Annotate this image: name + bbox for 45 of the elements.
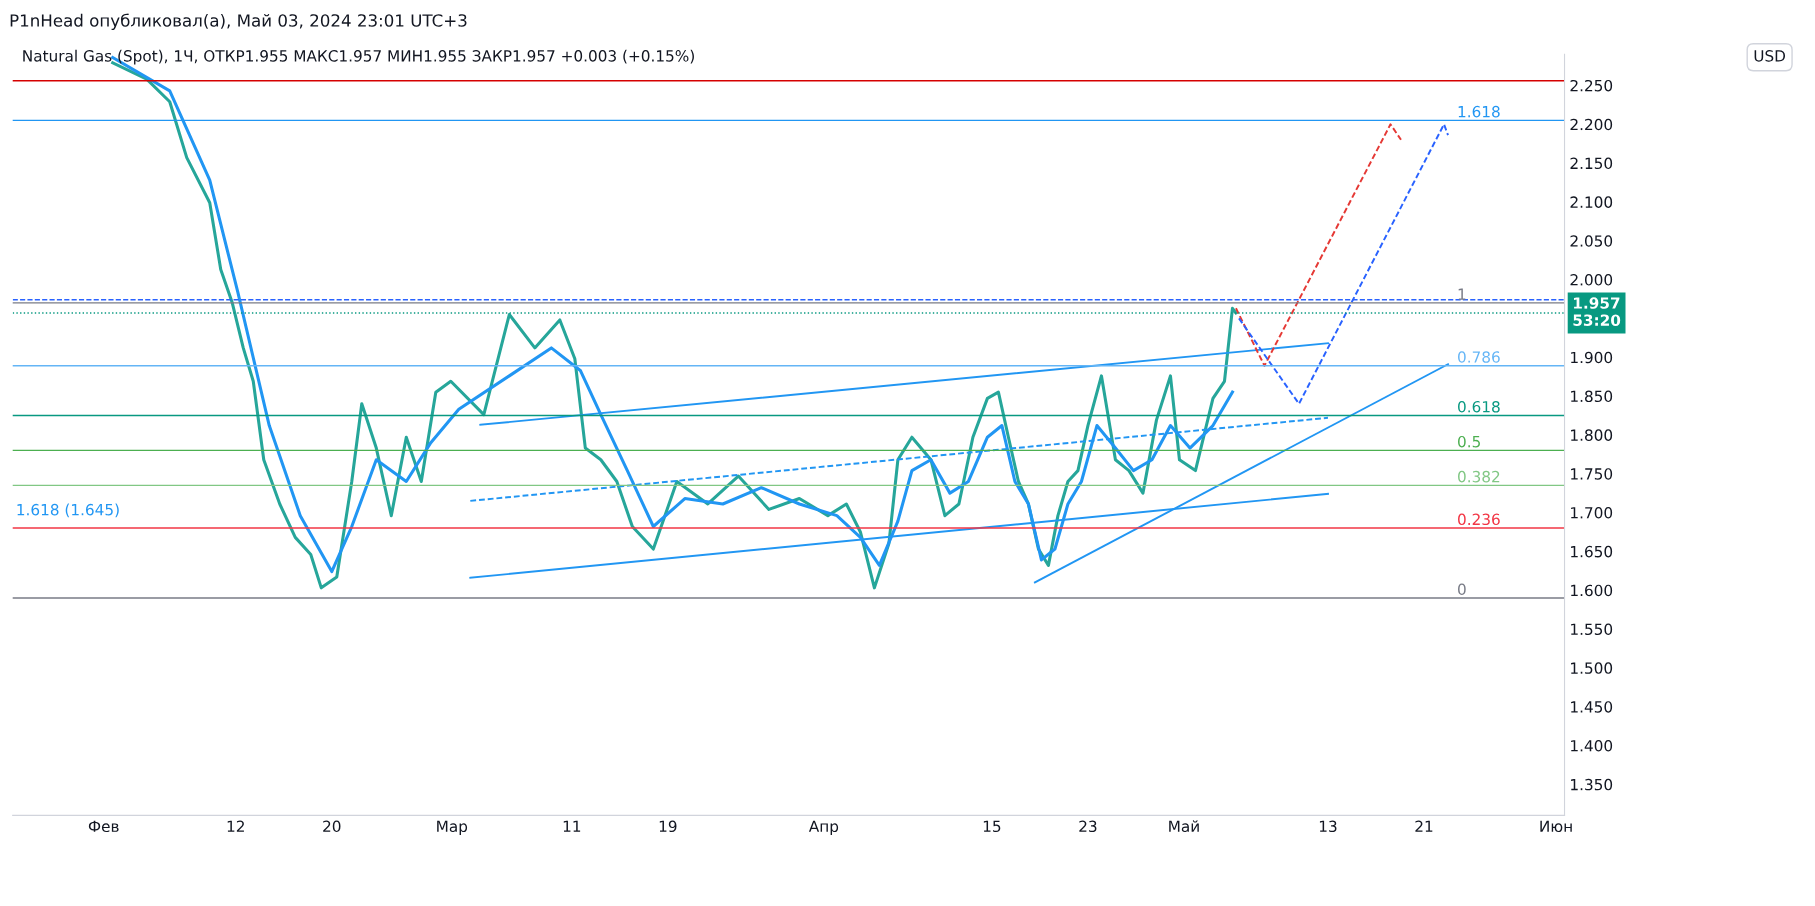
annotation: 0	[1458, 583, 1466, 595]
y-tick-label: 1.700	[1571, 507, 1613, 519]
x-tick-label: 20	[323, 820, 341, 833]
y-tick-label: 1.600	[1571, 584, 1613, 597]
x-tick-label: 15	[983, 820, 1001, 833]
y-tick-label: 1.650	[1571, 545, 1613, 558]
y-tick-label: 1.900	[1571, 351, 1613, 364]
x-tick-label: 13	[1319, 820, 1337, 833]
annotation: 0.618	[1458, 400, 1500, 413]
annotation: 1.618 (1.645)	[17, 503, 119, 518]
annotation: 0.5	[1458, 435, 1480, 448]
x-tick-label: Июн	[1540, 820, 1572, 833]
y-tick-label: 1.400	[1571, 739, 1613, 752]
y-tick-label: 1.800	[1571, 429, 1613, 441]
y-tick-label: 2.150	[1570, 157, 1613, 170]
chart-subtitle: Natural Gas (Spot), 1Ч, ОТКР1.955 МАКС1.957 МИН1.955 ЗАКР1.957 +0.003 (+0.15%)	[23, 49, 694, 65]
y-tick-label: 1.450	[1571, 701, 1613, 713]
y-tick-label: 2.250	[1570, 79, 1613, 92]
y-tick-label: 2.100	[1570, 196, 1613, 208]
y-tick-label: 1.500	[1571, 662, 1613, 674]
x-tick-label: Апр	[808, 820, 839, 836]
x-tick-label: Май	[1169, 820, 1199, 833]
annotation: 0.236	[1458, 513, 1500, 526]
y-tick-label: 1.550	[1571, 623, 1613, 636]
y-tick-label: 1.850	[1571, 390, 1613, 403]
x-tick-label: Мар	[437, 820, 468, 836]
x-tick-label: 11	[563, 820, 581, 832]
y-tick-label: 2.000	[1570, 274, 1613, 286]
y-tick-label: 1.750	[1571, 468, 1613, 480]
x-tick-label: 23	[1079, 820, 1097, 833]
x-tick-label: 21	[1415, 820, 1433, 832]
y-tick-label: 2.200	[1570, 118, 1613, 131]
y-tick-label: 2.050	[1570, 235, 1613, 247]
line-series	[1234, 123, 1402, 367]
text: USD	[1754, 50, 1786, 62]
y-tick-label: 1.350	[1571, 778, 1613, 791]
annotation: 1	[1458, 288, 1466, 300]
annotation: 0.382	[1458, 470, 1500, 483]
x-tick-label: Фев	[88, 820, 119, 833]
x-tick-label: 19	[659, 820, 677, 833]
ref-line-label: 1.957 53:20	[1573, 297, 1621, 326]
x-tick-label: 12	[227, 820, 244, 832]
chart-title: P1nHead опубликовал(а), Май 03, 2024 23:01 UTC+3	[10, 13, 467, 30]
annotation: 0.786	[1458, 351, 1500, 363]
annotation: 1.618	[1458, 105, 1500, 118]
